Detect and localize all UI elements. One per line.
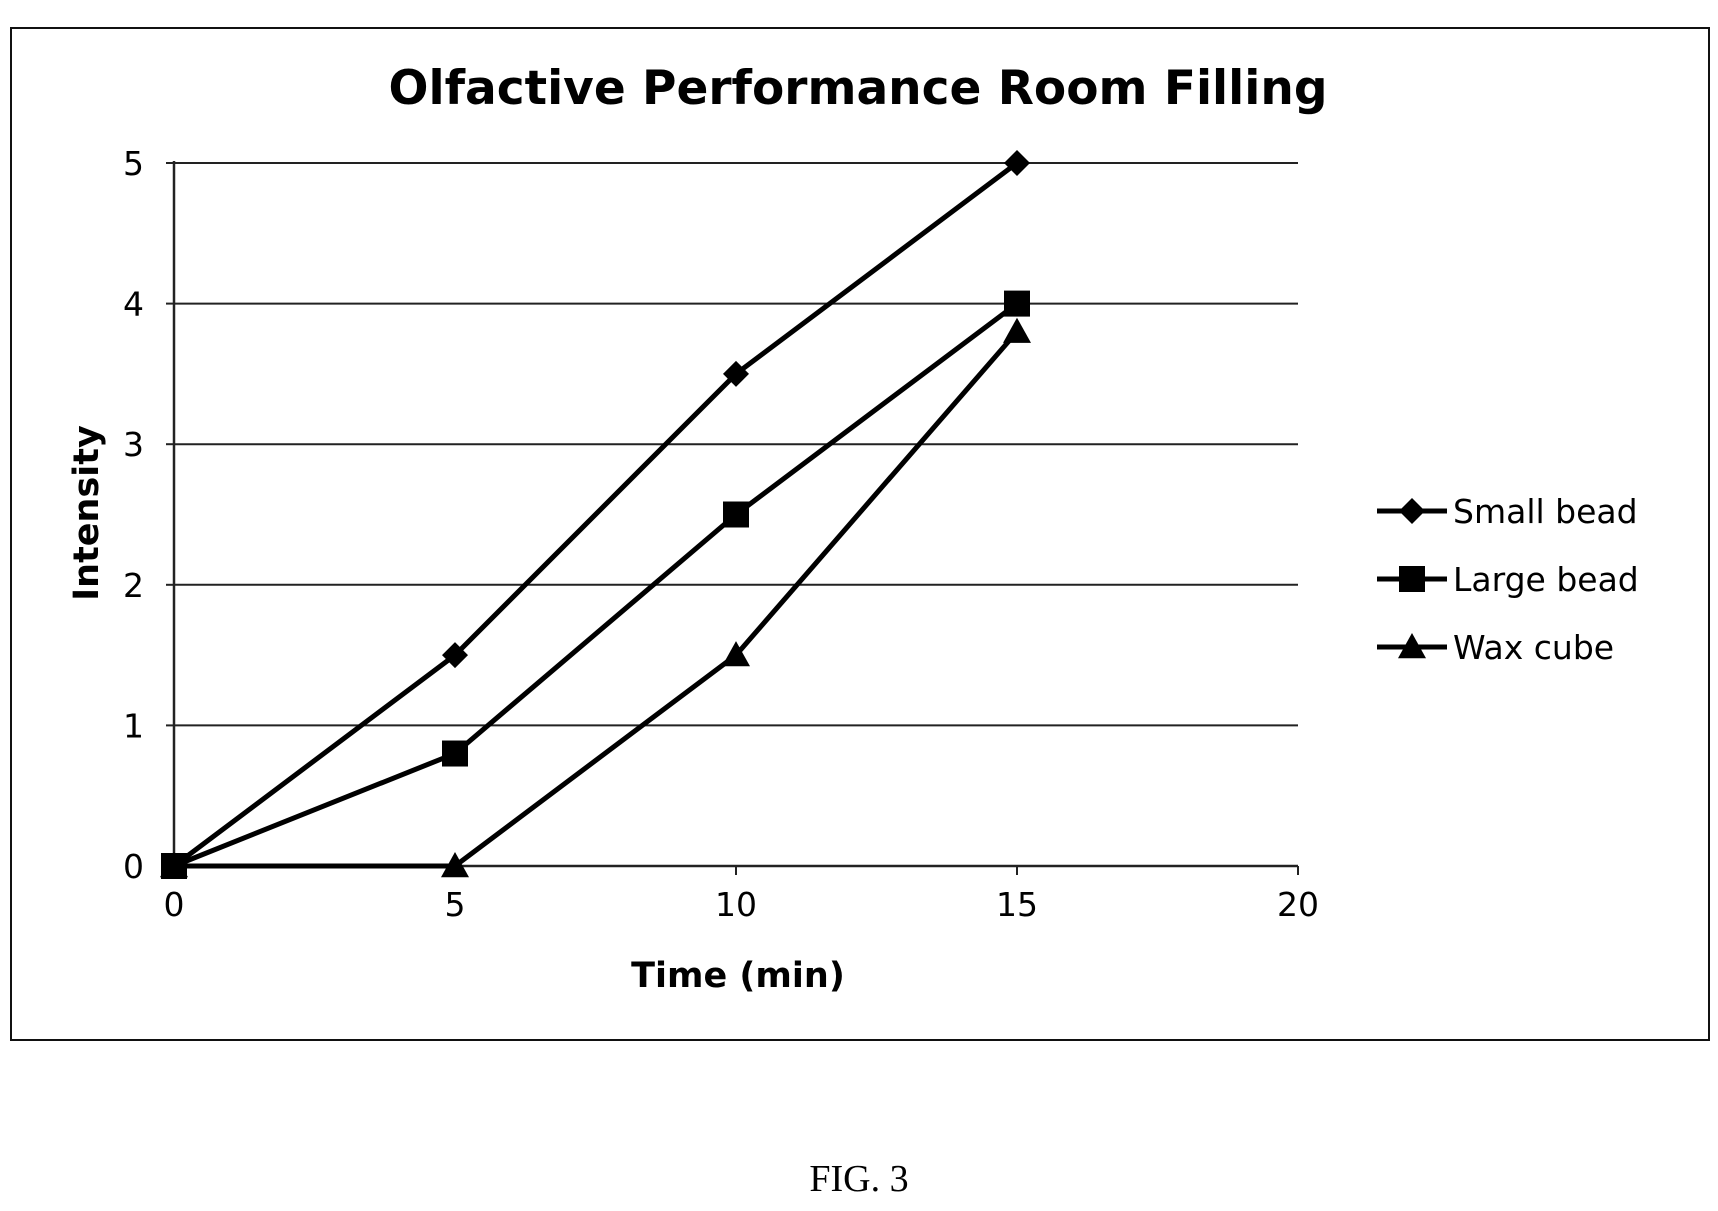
series (160, 150, 1031, 879)
series-line-large-bead (173, 301, 1019, 869)
y-tick-label-5: 5 (123, 144, 144, 183)
y-tick-label-0: 0 (123, 847, 144, 886)
chart-frame (10, 27, 1710, 1041)
x-tick-label-1: 5 (445, 885, 466, 924)
x-tick-label-0: 0 (164, 885, 185, 924)
y-axis-title: Intensity (67, 425, 107, 601)
legend-item-wax-cube: Wax cube (1377, 628, 1614, 667)
legend: Small bead Large bead Wax cube (1377, 492, 1639, 667)
data-point-large-bead-3 (1004, 290, 1030, 317)
x-tick-label-3: 15 (996, 885, 1038, 924)
y-tick-label-4: 4 (123, 285, 144, 324)
legend-item-small-bead: Small bead (1377, 492, 1638, 531)
data-point-large-bead-1 (442, 740, 468, 767)
data-point-wax-cube-2 (722, 641, 750, 667)
y-tick-label-1: 1 (123, 706, 144, 745)
legend-label-wax-cube: Wax cube (1453, 628, 1614, 667)
series-small-bead (161, 150, 1030, 879)
legend-marker-large-bead (1399, 566, 1425, 592)
data-point-small-bead-1 (442, 642, 468, 669)
y-tick-label-2: 2 (123, 566, 144, 605)
y-tick-label-3: 3 (123, 425, 144, 464)
legend-label-large-bead: Large bead (1453, 560, 1639, 599)
series-line-small-bead (172, 161, 1019, 868)
x-tick-label-4: 20 (1277, 885, 1319, 924)
grid (174, 162, 1298, 727)
series-line-wax-cube (174, 330, 1019, 869)
data-point-small-bead-3 (1004, 150, 1030, 176)
data-point-wax-cube-0 (160, 852, 188, 878)
chart-title: Olfactive Performance Room Filling (389, 61, 1328, 116)
legend-marker-wax-cube (1398, 633, 1426, 659)
data-point-large-bead-2 (723, 501, 749, 528)
data-point-wax-cube-1 (441, 852, 469, 878)
figure-caption: FIG. 3 (809, 1158, 909, 1200)
axes: 0 1 2 3 4 5 0 5 10 15 20 (123, 144, 1319, 924)
legend-marker-small-bead (1399, 498, 1425, 524)
x-tick-label-2: 10 (715, 885, 757, 924)
data-point-small-bead-2 (723, 360, 749, 387)
x-axis-title: Time (min) (631, 956, 845, 996)
data-point-wax-cube-3 (1003, 317, 1031, 343)
legend-item-large-bead: Large bead (1377, 560, 1639, 599)
legend-label-small-bead: Small bead (1453, 492, 1638, 531)
series-wax-cube (160, 317, 1031, 878)
